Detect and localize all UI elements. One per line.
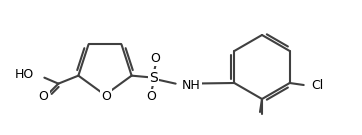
Text: HO: HO — [15, 68, 34, 81]
Text: O: O — [38, 90, 48, 103]
Text: Cl: Cl — [312, 78, 324, 92]
Text: O: O — [151, 52, 161, 65]
Text: O: O — [147, 90, 157, 103]
Text: NH: NH — [182, 79, 201, 92]
Text: S: S — [149, 71, 158, 85]
Text: O: O — [101, 90, 111, 102]
